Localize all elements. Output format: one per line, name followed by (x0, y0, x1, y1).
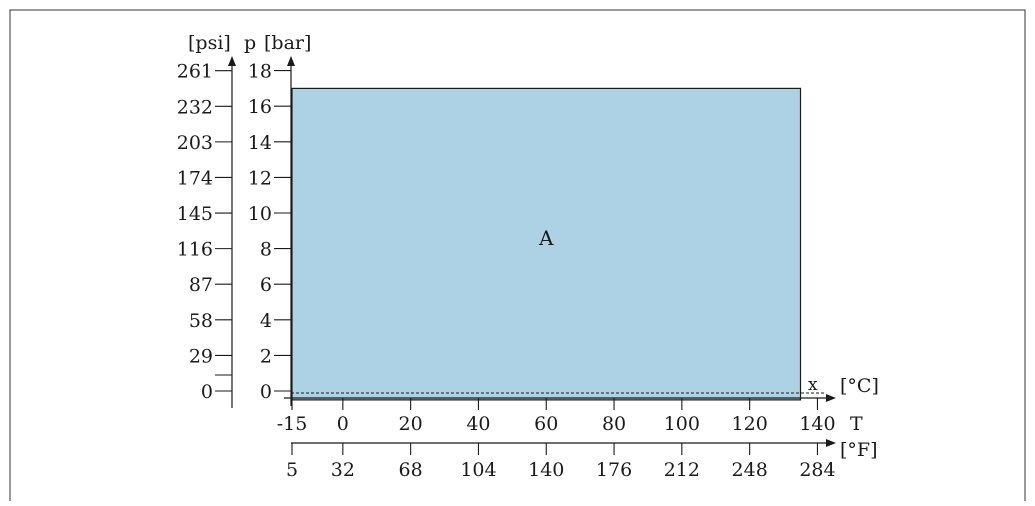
fahrenheit-axis-tick-label: 176 (596, 459, 632, 481)
bar-axis-tick-label: 12 (248, 167, 272, 189)
psi-axis-tick-label: 0 (201, 381, 213, 403)
bar-axis-tick-label: 6 (260, 274, 272, 296)
fahrenheit-axis-arrow (826, 439, 836, 447)
celsius-axis-arrow (826, 394, 836, 402)
celsius-axis-tick-label: 60 (534, 413, 558, 435)
fahrenheit-axis-unit: [°F] (840, 439, 878, 461)
fahrenheit-axis-tick-label: 5 (286, 459, 298, 481)
figure-frame (9, 9, 1026, 506)
celsius-axis-unit: [°C] (840, 375, 879, 397)
psi-axis-tick-label: 87 (189, 274, 213, 296)
celsius-axis-tick-label: -15 (277, 413, 308, 435)
psi-axis-tick-label: 29 (189, 345, 213, 367)
bar-axis-tick-label: 8 (260, 239, 272, 261)
fahrenheit-axis-tick-label: 248 (732, 459, 768, 481)
bar-axis-tick-label: 0 (260, 381, 272, 403)
psi-axis-tick-label: 116 (177, 239, 213, 261)
celsius-axis-tick-label: 0 (337, 413, 349, 435)
fahrenheit-axis-tick-label: 212 (664, 459, 700, 481)
bar-axis-tick-label: 18 (248, 61, 272, 83)
psi-axis-tick-label: 261 (177, 61, 213, 83)
psi-axis-tick-label: 203 (177, 132, 213, 154)
bar-axis-tick-label: 16 (248, 96, 272, 118)
celsius-axis-tick-label: 100 (664, 413, 700, 435)
celsius-axis-tick-label: 80 (602, 413, 626, 435)
psi-axis-arrow (228, 56, 236, 66)
fahrenheit-axis-tick-label: 140 (528, 459, 564, 481)
fahrenheit-axis-tick-label: 104 (460, 459, 496, 481)
region-label: A (538, 226, 554, 250)
celsius-axis-name: T (850, 413, 863, 435)
psi-axis-unit: [psi] (188, 32, 231, 54)
reference-line-label: x (808, 375, 818, 395)
fahrenheit-axis-tick-label: 284 (799, 459, 835, 481)
bar-axis-tick-label: 4 (260, 310, 272, 332)
fahrenheit-axis-tick-label: 68 (399, 459, 423, 481)
psi-axis-tick-label: 174 (177, 167, 213, 189)
fahrenheit-axis-tick-label: 32 (331, 459, 355, 481)
celsius-axis-tick-label: 140 (799, 413, 835, 435)
psi-axis-tick-label: 145 (177, 203, 213, 225)
celsius-axis-tick-label: 120 (732, 413, 768, 435)
psi-axis-tick-label: 58 (189, 310, 213, 332)
bar-axis-name: p (244, 32, 256, 54)
bar-axis-unit: [bar] (264, 32, 311, 54)
bar-axis-arrow (287, 56, 295, 66)
bar-axis-tick-label: 14 (248, 132, 272, 154)
celsius-axis-tick-label: 20 (399, 413, 423, 435)
psi-axis-tick-label: 232 (177, 96, 213, 118)
bar-axis-tick-label: 2 (260, 345, 272, 367)
celsius-axis-tick-label: 40 (466, 413, 490, 435)
bar-axis-tick-label: 10 (248, 203, 272, 225)
